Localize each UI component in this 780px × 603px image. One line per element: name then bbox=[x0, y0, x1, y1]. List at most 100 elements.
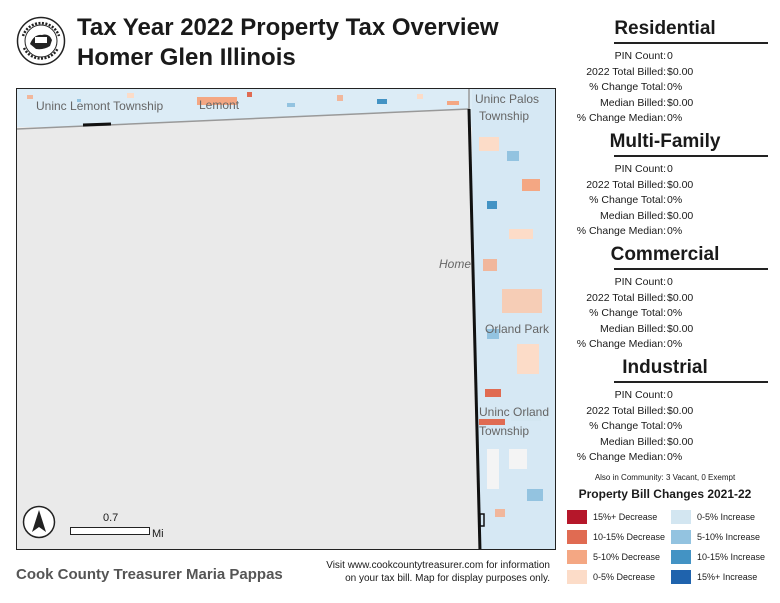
stat-row: Median Billed: $0.00 bbox=[562, 323, 768, 338]
stat-row: % Change Total: 0% bbox=[562, 307, 768, 322]
section-title: Industrial bbox=[622, 357, 708, 378]
stat-value: $0.00 bbox=[667, 291, 694, 304]
map-canvas bbox=[17, 89, 555, 549]
stat-value: 0 bbox=[667, 163, 673, 175]
section-industrial: Industrial PIN Count: 0 2022 Total Billed… bbox=[562, 357, 768, 463]
legend-swatch bbox=[671, 510, 691, 524]
legend-label: 15%+ Increase bbox=[697, 572, 758, 582]
place-label-orland-park: Orland Park bbox=[485, 322, 550, 336]
stat-label: Median Billed: bbox=[600, 322, 666, 335]
stat-value: $0.00 bbox=[667, 209, 694, 222]
section-multi-family: Multi-Family PIN Count: 0 2022 Total Bill… bbox=[562, 131, 768, 237]
stat-label: Median Billed: bbox=[600, 96, 666, 109]
legend-swatch bbox=[567, 510, 587, 524]
stat-value: $0.00 bbox=[667, 435, 694, 448]
stat-row: % Change Median: 0% bbox=[562, 338, 768, 353]
legend-label: 10-15% Increase bbox=[697, 552, 766, 562]
place-label-lemont: Lemont bbox=[199, 98, 240, 112]
scale-value: 0.7 bbox=[103, 512, 119, 524]
stat-row: % Change Median: 0% bbox=[562, 112, 768, 127]
stat-value: $0.00 bbox=[667, 65, 694, 78]
stat-row: Median Billed: $0.00 bbox=[562, 210, 768, 225]
stat-row: % Change Total: 0% bbox=[562, 420, 768, 435]
stat-value: 0% bbox=[667, 112, 683, 124]
stat-value: 0% bbox=[667, 338, 683, 350]
stat-value: $0.00 bbox=[667, 178, 694, 191]
legend-swatch bbox=[671, 530, 691, 544]
stat-label: 2022 Total Billed: bbox=[586, 291, 666, 304]
stat-label: % Change Total: bbox=[589, 81, 666, 93]
legend-swatch bbox=[567, 530, 587, 544]
section-divider bbox=[614, 42, 768, 44]
stat-label: % Change Median: bbox=[576, 338, 666, 350]
stat-value: 0% bbox=[667, 225, 683, 237]
stat-row: % Change Median: 0% bbox=[562, 451, 768, 466]
legend-label: 15%+ Decrease bbox=[593, 512, 658, 522]
page-title: Tax Year 2022 Property Tax Overview bbox=[77, 14, 499, 41]
stat-label: PIN Count: bbox=[614, 50, 666, 62]
stat-value: 0 bbox=[667, 389, 673, 401]
place-label-uninc-lemont: Uninc Lemont Township bbox=[36, 99, 164, 113]
stat-label: % Change Total: bbox=[589, 194, 666, 206]
legend-label: 0-5% Decrease bbox=[593, 572, 656, 582]
treasurer-credit: Cook County Treasurer Maria Pappas bbox=[16, 566, 283, 583]
stat-label: % Change Median: bbox=[576, 451, 666, 463]
section-divider bbox=[614, 268, 768, 270]
community-map[interactable]: Uninc Lemont Township Lemont Uninc Palos… bbox=[16, 88, 556, 550]
section-title: Residential bbox=[614, 18, 716, 39]
stat-label: 2022 Total Billed: bbox=[586, 65, 666, 78]
stat-value: 0% bbox=[667, 307, 683, 319]
stat-value: 0% bbox=[667, 451, 683, 463]
legend-label: 0-5% Increase bbox=[697, 512, 756, 522]
stat-label: % Change Median: bbox=[576, 225, 666, 237]
legend-swatch bbox=[671, 570, 691, 584]
stat-row: % Change Total: 0% bbox=[562, 81, 768, 96]
stat-label: Median Billed: bbox=[600, 435, 666, 448]
place-label-uninc-orland: Uninc Orland bbox=[479, 405, 550, 419]
legend-title: Property Bill Changes 2021-22 bbox=[578, 487, 752, 501]
legend-swatch bbox=[567, 550, 587, 564]
stat-row: 2022 Total Billed: $0.00 bbox=[562, 405, 768, 420]
parcels-top bbox=[27, 92, 459, 107]
community-area bbox=[17, 109, 480, 549]
stat-value: $0.00 bbox=[667, 404, 694, 417]
section-residential: Residential PIN Count: 0 2022 Total Bille… bbox=[562, 18, 768, 124]
stat-label: PIN Count: bbox=[614, 389, 666, 401]
stat-value: 0 bbox=[667, 50, 673, 62]
legend-label: 5-10% Decrease bbox=[593, 552, 661, 562]
place-label-orland-township: Township bbox=[479, 424, 530, 438]
stat-row: 2022 Total Billed: $0.00 bbox=[562, 66, 768, 81]
north-arrow-icon bbox=[22, 505, 56, 539]
stat-row: % Change Median: 0% bbox=[562, 225, 768, 240]
section-divider bbox=[614, 155, 768, 157]
place-label-palos-township: Township bbox=[479, 109, 530, 123]
scale-unit: Mi bbox=[152, 528, 164, 540]
stat-value: 0% bbox=[667, 81, 683, 93]
stat-value: $0.00 bbox=[667, 322, 694, 335]
stat-label: 2022 Total Billed: bbox=[586, 178, 666, 191]
community-boundary-right bbox=[467, 108, 482, 549]
info-note-line1: Visit www.cookcountytreasurer.com for in… bbox=[326, 560, 550, 571]
stat-row: PIN Count: 0 bbox=[562, 389, 768, 404]
stat-value: $0.00 bbox=[667, 96, 694, 109]
place-label-uninc-palos: Uninc Palos bbox=[475, 92, 540, 106]
scale-bar bbox=[70, 527, 150, 535]
legend-label: 10-15% Decrease bbox=[593, 532, 666, 542]
section-commercial: Commercial PIN Count: 0 2022 Total Billed… bbox=[562, 244, 768, 350]
stat-row: PIN Count: 0 bbox=[562, 50, 768, 65]
stat-row: PIN Count: 0 bbox=[562, 276, 768, 291]
stat-label: PIN Count: bbox=[614, 276, 666, 288]
legend: 15%+ Decrease 10-15% Decrease 5-10% Decr… bbox=[567, 508, 767, 588]
stat-value: 0% bbox=[667, 194, 683, 206]
county-seal-logo bbox=[16, 16, 66, 66]
stat-label: % Change Total: bbox=[589, 420, 666, 432]
section-title: Commercial bbox=[610, 244, 720, 265]
place-label-homer: Home bbox=[439, 257, 472, 271]
stat-label: Median Billed: bbox=[600, 209, 666, 222]
stat-label: % Change Median: bbox=[576, 112, 666, 124]
stat-value: 0% bbox=[667, 420, 683, 432]
community-boundary-segment bbox=[82, 122, 112, 127]
stat-row: Median Billed: $0.00 bbox=[562, 97, 768, 112]
section-title: Multi-Family bbox=[609, 131, 721, 152]
stat-value: 0 bbox=[667, 276, 673, 288]
